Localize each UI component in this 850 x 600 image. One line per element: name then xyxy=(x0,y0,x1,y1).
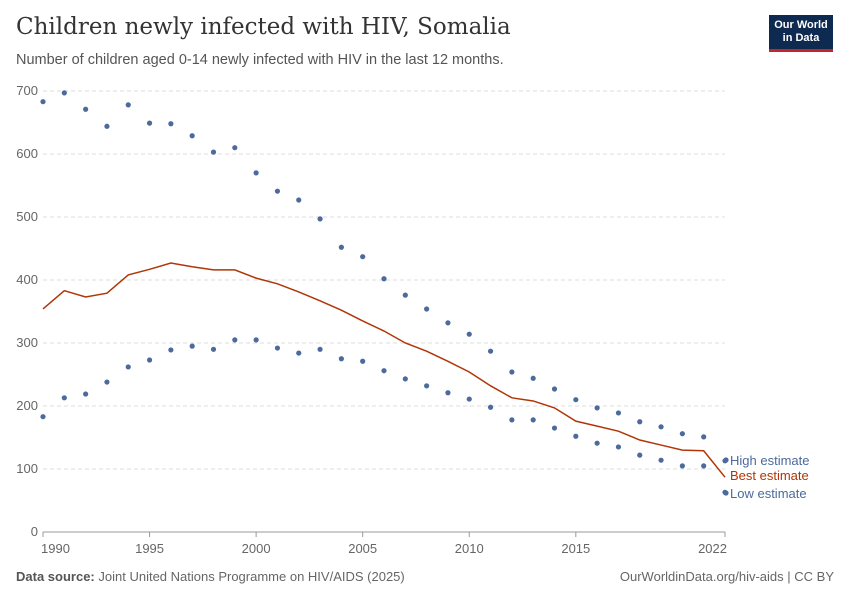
low-estimate-point xyxy=(360,358,366,364)
low-estimate-point xyxy=(232,337,238,343)
low-estimate-point xyxy=(402,376,408,382)
x-tick-label: 2015 xyxy=(561,541,590,556)
x-tick-label: 2000 xyxy=(242,541,271,556)
high-estimate-point xyxy=(253,170,259,176)
y-tick-label: 0 xyxy=(31,524,38,539)
high-estimate-point xyxy=(615,410,622,416)
high-estimate-point xyxy=(61,90,67,96)
low-estimate-point xyxy=(701,463,707,469)
low-estimate-point xyxy=(658,457,664,463)
high-estimate-point xyxy=(317,216,323,222)
low-estimate-point xyxy=(104,379,110,385)
low-estimate-point xyxy=(679,463,685,469)
low-estimate-point xyxy=(509,417,515,423)
low-estimate-point xyxy=(125,364,131,370)
high-estimate-point xyxy=(402,292,408,298)
chart-subtitle: Number of children aged 0-14 newly infec… xyxy=(16,52,504,68)
high-estimate-point xyxy=(551,386,558,392)
high-estimate-point xyxy=(445,320,451,326)
low-estimate-point xyxy=(424,383,430,389)
y-tick-label: 500 xyxy=(16,209,38,224)
high-estimate-point xyxy=(637,419,643,425)
low-estimate-point xyxy=(615,444,622,450)
high-estimate-point xyxy=(104,123,110,129)
high-estimate-point xyxy=(125,102,131,108)
x-tick-label: 1995 xyxy=(135,541,164,556)
high-estimate-point xyxy=(530,375,536,381)
low-estimate-point xyxy=(466,396,472,402)
chart-title: Children newly infected with HIV, Somali… xyxy=(16,14,511,40)
low-estimate-point xyxy=(317,346,323,352)
y-tick-label: 200 xyxy=(16,398,38,413)
legend-label: Low estimate xyxy=(730,486,807,501)
high-estimate-point xyxy=(40,99,46,105)
high-estimate-point xyxy=(573,397,579,403)
high-estimate-point xyxy=(381,276,387,282)
high-estimate-point xyxy=(296,197,302,203)
high-estimate-point xyxy=(189,133,195,139)
high-estimate-point xyxy=(679,431,685,437)
high-estimate-point xyxy=(360,254,366,260)
data-source: Data source: Joint United Nations Progra… xyxy=(16,569,405,584)
x-tick-label: 2005 xyxy=(348,541,377,556)
low-estimate-point xyxy=(189,343,195,349)
low-estimate-point xyxy=(253,337,259,343)
high-estimate-point xyxy=(487,348,494,354)
x-tick-label: 1990 xyxy=(41,541,70,556)
high-estimate-point xyxy=(274,188,281,194)
high-estimate-point xyxy=(509,369,515,375)
low-estimate-point xyxy=(61,395,67,401)
source-text[interactable]: Joint United Nations Programme on HIV/AI… xyxy=(98,569,405,584)
footer-link[interactable]: OurWorldinData.org/hiv-aids | CC BY xyxy=(619,569,834,584)
high-estimate-point xyxy=(338,244,344,250)
x-tick-label: 2022 xyxy=(698,541,727,556)
owid-logo[interactable]: Our World in Data xyxy=(769,15,833,52)
y-tick-label: 700 xyxy=(16,83,38,98)
low-estimate-point xyxy=(274,345,281,351)
high-estimate-point xyxy=(168,121,174,127)
x-tick-label: 2010 xyxy=(455,541,484,556)
low-estimate-point xyxy=(445,390,451,396)
legend-marker xyxy=(723,490,729,496)
low-estimate-point xyxy=(338,356,344,362)
low-estimate-point xyxy=(146,357,153,363)
low-estimate-point xyxy=(210,346,217,352)
y-tick-label: 600 xyxy=(16,146,38,161)
low-estimate-point xyxy=(637,452,643,458)
high-estimate-point xyxy=(466,331,472,337)
low-estimate-point xyxy=(381,368,387,374)
low-estimate-point xyxy=(168,347,174,353)
low-estimate-point xyxy=(573,433,579,439)
high-estimate-point xyxy=(83,106,89,112)
low-estimate-point xyxy=(551,425,558,431)
legend-marker xyxy=(723,457,729,463)
low-estimate-point xyxy=(83,391,89,397)
low-estimate-point xyxy=(594,440,600,446)
legend-label: High estimate xyxy=(730,453,809,468)
high-estimate-point xyxy=(594,405,600,411)
high-estimate-point xyxy=(424,306,430,312)
high-estimate-point xyxy=(210,149,217,155)
best-estimate-line xyxy=(42,262,726,478)
low-estimate-point xyxy=(296,350,302,356)
y-tick-label: 400 xyxy=(16,272,38,287)
y-tick-label: 100 xyxy=(16,461,38,476)
high-estimate-point xyxy=(701,434,707,440)
legend-label: Best estimate xyxy=(730,468,809,483)
low-estimate-point xyxy=(530,417,536,423)
source-label: Data source: xyxy=(16,569,95,584)
low-estimate-point xyxy=(40,414,46,420)
high-estimate-point xyxy=(232,145,238,151)
high-estimate-point xyxy=(658,424,664,430)
low-estimate-point xyxy=(487,404,494,410)
high-estimate-point xyxy=(146,120,153,126)
y-tick-label: 300 xyxy=(16,335,38,350)
